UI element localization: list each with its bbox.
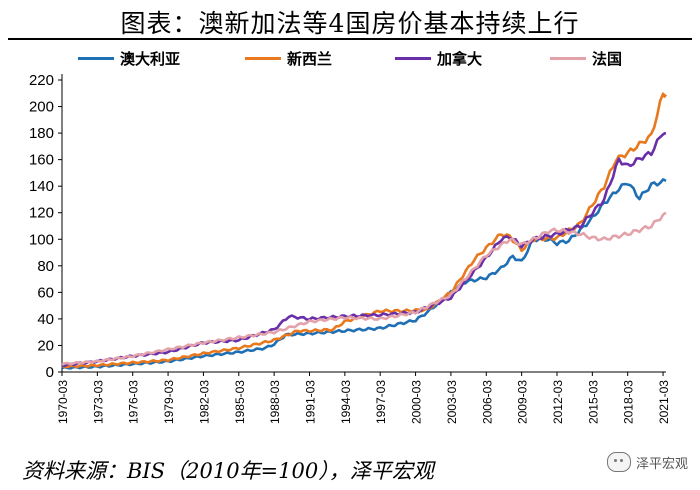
series-line-1 xyxy=(61,178,667,370)
x-tick-label: 1997-03 xyxy=(374,380,388,424)
legend-swatch-canada xyxy=(395,57,431,60)
x-tick-label: 1982-03 xyxy=(197,380,211,424)
legend-label-france: 法国 xyxy=(592,50,623,68)
wechat-icon xyxy=(606,452,631,472)
y-tick-label: 80 xyxy=(37,258,54,275)
x-tick-label: 2015-03 xyxy=(586,380,600,424)
y-tick-label: 100 xyxy=(29,231,54,248)
y-tick-label: 200 xyxy=(29,99,54,116)
x-tick-label: 2021-03 xyxy=(657,380,671,424)
x-tick-label: 2012-03 xyxy=(551,380,565,424)
x-tick-label: 1985-03 xyxy=(233,380,247,424)
x-tick-label: 2018-03 xyxy=(622,380,636,424)
legend-label-new-zealand: 新西兰 xyxy=(287,50,333,68)
y-tick-label: 140 xyxy=(29,178,54,195)
series-line-4 xyxy=(61,211,667,366)
y-tick-label: 180 xyxy=(29,125,54,142)
legend-label-australia: 澳大利亚 xyxy=(120,50,181,68)
chart-title: 图表：澳新加法等4国房价基本持续上行 xyxy=(120,9,580,38)
chart-legend: 澳大利亚 新西兰 加拿大 法国 xyxy=(0,48,700,72)
x-tick-label: 1970-03 xyxy=(56,380,70,424)
x-tick-label: 2009-03 xyxy=(516,380,530,424)
legend-item-france: 法国 xyxy=(550,48,622,69)
y-tick-label: 20 xyxy=(37,337,54,354)
x-tick-label: 1973-03 xyxy=(91,380,105,424)
watermark-text: 泽平宏观 xyxy=(635,456,688,472)
x-tick-label: 2000-03 xyxy=(410,380,424,424)
y-tick-label: 40 xyxy=(37,311,54,328)
title-divider xyxy=(8,38,692,40)
x-tick-label: 1991-03 xyxy=(303,380,317,424)
legend-item-australia: 澳大利亚 xyxy=(78,48,180,69)
x-tick-label: 1994-03 xyxy=(339,380,353,424)
x-tick-label: 1979-03 xyxy=(162,380,176,424)
series-line-3 xyxy=(61,131,667,368)
source-note: 资料来源：BIS（2010年=100），泽平宏观 xyxy=(22,459,434,483)
watermark: 泽平宏观 xyxy=(606,452,688,472)
legend-item-new-zealand: 新西兰 xyxy=(245,48,332,69)
y-tick-label: 0 xyxy=(46,364,54,381)
x-tick-label: 2006-03 xyxy=(480,380,494,424)
legend-item-canada: 加拿大 xyxy=(395,48,482,69)
x-tick-label: 2003-03 xyxy=(445,380,459,424)
legend-swatch-france xyxy=(550,57,586,60)
legend-swatch-new-zealand xyxy=(245,57,281,60)
x-tick-label: 1976-03 xyxy=(127,380,141,424)
y-tick-label: 60 xyxy=(37,284,54,301)
y-tick-label: 220 xyxy=(29,72,54,89)
y-tick-label: 160 xyxy=(29,152,54,169)
y-tick-label: 120 xyxy=(29,205,54,222)
legend-swatch-australia xyxy=(78,57,114,60)
legend-label-canada: 加拿大 xyxy=(437,50,483,68)
x-tick-label: 1988-03 xyxy=(268,380,282,424)
